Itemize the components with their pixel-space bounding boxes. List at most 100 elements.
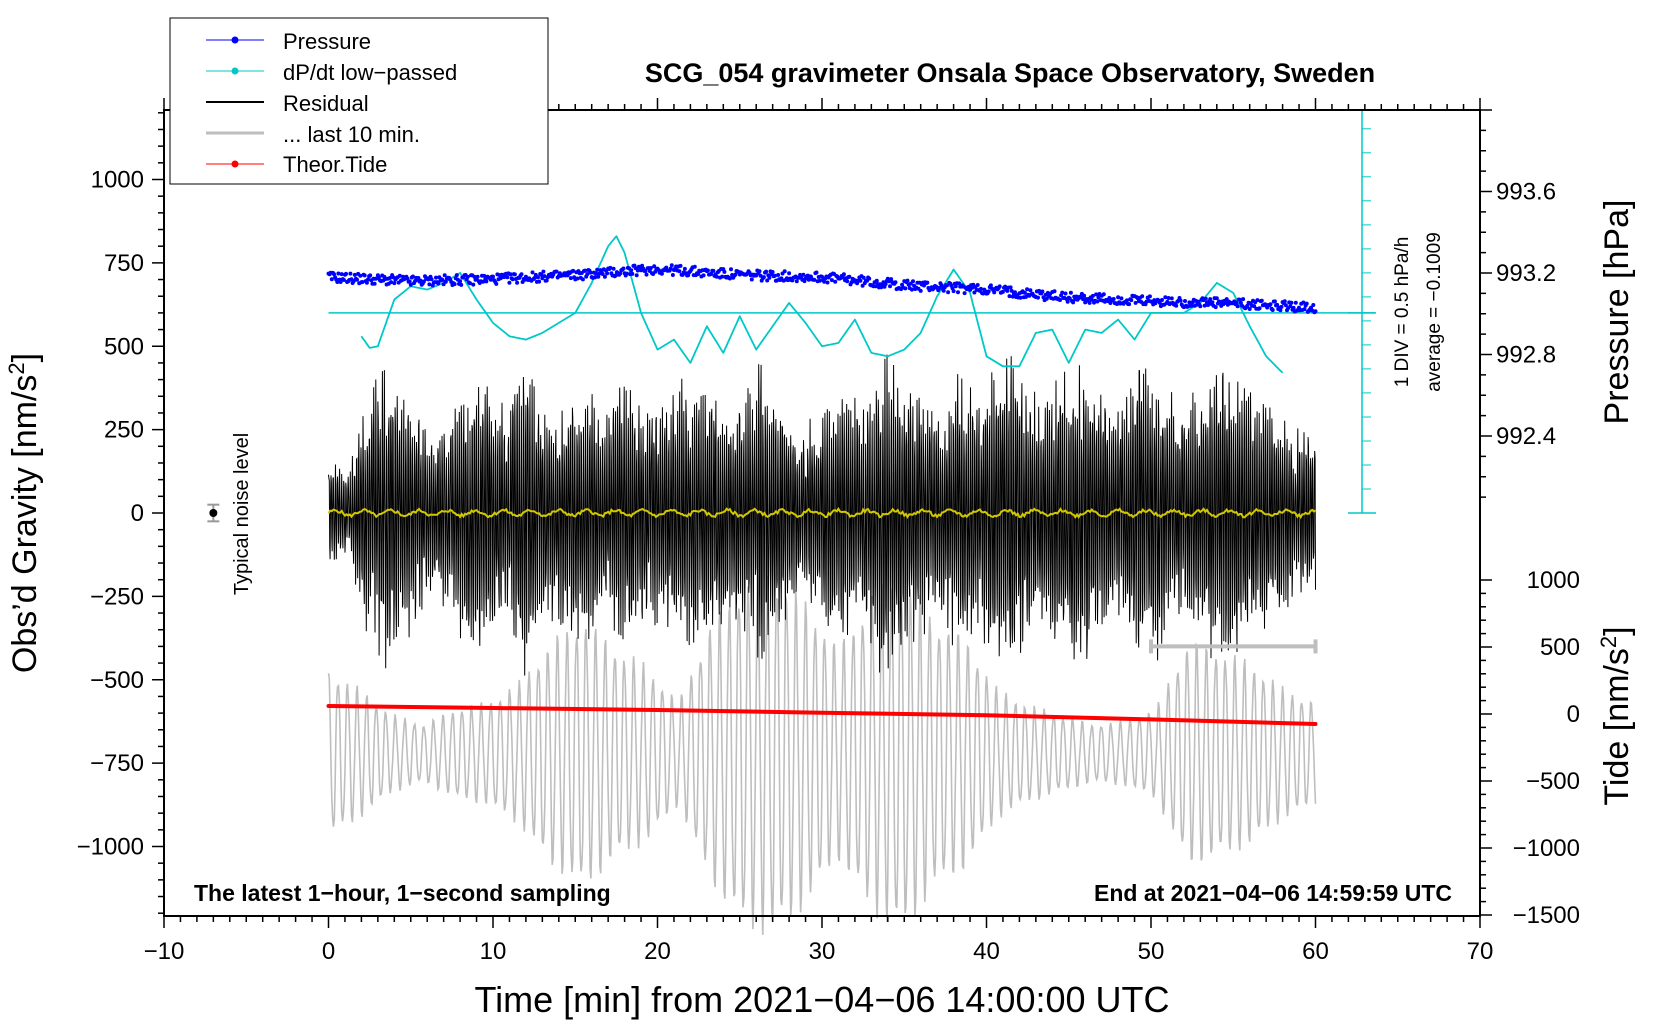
pressure-point <box>1255 298 1260 303</box>
pressure-point <box>782 269 787 274</box>
pressure-point <box>840 275 845 280</box>
y-axis-label-tide: Tide [nm/s2] <box>1596 626 1636 805</box>
pressure-point <box>682 266 687 271</box>
pressure-point <box>1282 299 1287 304</box>
pressure-point <box>554 269 559 274</box>
pressure-point <box>332 272 336 277</box>
pressure-point <box>475 274 480 279</box>
pressure-point <box>1018 295 1023 300</box>
pressure-point <box>348 271 353 276</box>
pressure-point <box>1210 300 1215 305</box>
pressure-point <box>452 282 457 287</box>
pressure-point <box>733 272 738 277</box>
chart-title: SCG_054 gravimeter Onsala Space Observat… <box>645 58 1375 88</box>
pressure-point <box>1058 298 1062 302</box>
y-tick-label-pressure: 992.4 <box>1496 423 1556 450</box>
pressure-point <box>1202 303 1207 308</box>
pressure-point <box>664 265 669 270</box>
pressure-point <box>1302 307 1307 312</box>
pressure-point <box>440 278 445 282</box>
pressure-point <box>705 268 710 273</box>
pressure-point <box>358 273 363 278</box>
pressure-point <box>806 277 811 282</box>
pressure-point <box>1235 304 1240 309</box>
pressure-point <box>1203 296 1208 301</box>
pressure-point <box>336 271 341 276</box>
pressure-point <box>588 270 593 275</box>
pressure-point <box>397 273 402 278</box>
pressure-point <box>686 273 691 278</box>
pressure-point <box>1291 305 1296 310</box>
pressure-point <box>956 290 960 295</box>
pressure-point <box>962 291 967 296</box>
pressure-point <box>1304 301 1309 306</box>
pressure-point <box>1090 293 1095 298</box>
pressure-point <box>434 275 438 280</box>
pressure-point <box>544 278 549 283</box>
legend-label-dpdt: dP/dt low−passed <box>283 60 457 85</box>
pressure-point <box>1127 302 1132 307</box>
pressure-point <box>329 277 334 282</box>
pressure-point <box>468 281 472 286</box>
pressure-point <box>986 289 991 294</box>
pressure-point <box>1087 300 1092 305</box>
pressure-point <box>1094 292 1099 297</box>
pressure-point <box>659 271 664 276</box>
pressure-point <box>1198 304 1203 309</box>
pressure-point <box>1214 296 1219 301</box>
pressure-point <box>454 273 459 278</box>
pressure-point <box>1247 307 1252 311</box>
pressure-point <box>714 274 719 279</box>
pressure-point <box>427 282 432 287</box>
pressure-point <box>1008 285 1013 290</box>
pressure-point <box>536 275 540 280</box>
pressure-point <box>709 271 714 276</box>
pressure-point <box>583 268 588 273</box>
pressure-point <box>416 276 421 280</box>
pressure-point <box>1166 296 1171 300</box>
pressure-point <box>953 284 958 289</box>
pressure-point <box>1096 295 1101 300</box>
y-tick-label-tide: 500 <box>1540 634 1580 661</box>
pressure-point <box>1040 289 1045 294</box>
pressure-point <box>867 276 872 281</box>
pressure-point <box>1169 296 1174 301</box>
pressure-point <box>436 281 441 286</box>
y-tick-label-gravity: 1000 <box>91 167 144 194</box>
x-axis-label: Time [min] from 2021−04−06 14:00:00 UTC <box>474 979 1169 1020</box>
pressure-point <box>1252 304 1257 309</box>
pressure-point <box>997 284 1002 289</box>
pressure-point <box>787 271 792 276</box>
pressure-point <box>541 269 546 274</box>
pressure-point <box>1213 305 1218 310</box>
pressure-point <box>765 278 770 283</box>
pressure-point <box>1124 298 1129 303</box>
pressure-point <box>692 264 697 269</box>
pressure-point <box>405 276 410 281</box>
pressure-point <box>491 274 495 279</box>
pressure-point <box>611 266 616 271</box>
pressure-point <box>1268 302 1273 307</box>
pressure-point <box>794 279 799 284</box>
y-axis-label-gravity: Obs’d Gravity [nm/s2] <box>4 353 44 673</box>
pressure-point <box>1288 304 1293 309</box>
pressure-point <box>580 277 585 282</box>
y-tick-label-pressure: 993.2 <box>1496 260 1556 287</box>
annotation-sampling: The latest 1−hour, 1−second sampling <box>194 880 611 906</box>
pressure-point <box>1174 303 1179 308</box>
pressure-point <box>1028 288 1033 293</box>
pressure-point <box>727 276 732 281</box>
y-tick-label-gravity: 750 <box>104 250 144 277</box>
pressure-point <box>1082 293 1087 298</box>
pressure-point <box>817 278 822 283</box>
pressure-point <box>1111 297 1116 301</box>
pressure-point <box>600 272 605 276</box>
pressure-point <box>1116 295 1121 300</box>
pressure-point <box>542 274 547 279</box>
pressure-point <box>678 263 683 268</box>
pressure-point <box>408 282 413 287</box>
y-axis-label-pressure: Pressure [hPa] <box>1598 200 1636 425</box>
pressure-point <box>1293 300 1298 305</box>
pressure-point <box>635 268 640 273</box>
pressure-point <box>512 272 517 277</box>
